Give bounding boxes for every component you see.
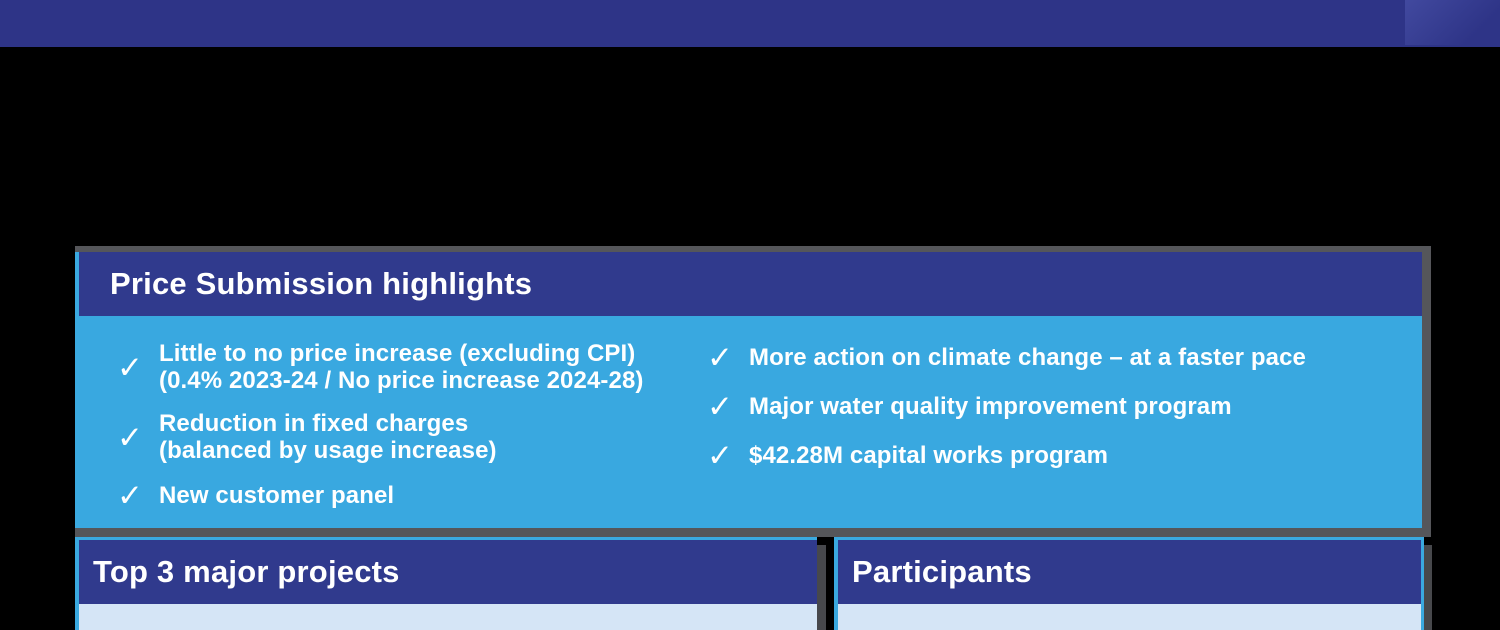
highlight-item-text: More action on climate change – at a fas…	[749, 344, 1306, 371]
highlight-item-text: Reduction in fixed charges (balanced by …	[159, 410, 497, 464]
highlight-item-text: New customer panel	[159, 482, 394, 509]
check-icon: ✓	[707, 340, 733, 375]
highlight-item-text: $42.28M capital works program	[749, 442, 1108, 469]
top-projects-card: Top 3 major projects	[75, 537, 817, 630]
participants-header: Participants	[838, 540, 1421, 604]
highlight-item-text: Major water quality improvement program	[749, 393, 1232, 420]
highlight-item-line: Little to no price increase (excluding C…	[159, 340, 636, 367]
highlight-item-water-quality: ✓ Major water quality improvement progra…	[707, 391, 1387, 422]
highlights-title: Price Submission highlights	[110, 266, 533, 301]
highlight-item-line: $42.28M capital works program	[749, 442, 1109, 469]
participants-body	[838, 604, 1421, 630]
top-projects-body	[79, 604, 817, 630]
top-projects-title: Top 3 major projects	[93, 554, 400, 589]
highlight-item-price-increase: ✓ Little to no price increase (excluding…	[117, 340, 677, 394]
top-bar-accent	[1405, 0, 1500, 45]
highlight-item-fixed-charges: ✓ Reduction in fixed charges (balanced b…	[117, 410, 677, 464]
highlight-item-line: (0.4% 2023-24 / No price increase 2024-2…	[159, 367, 644, 394]
participants-card: Participants	[834, 537, 1424, 630]
highlight-item-line: More action on climate change – at a fas…	[749, 344, 1306, 371]
highlight-item-line: Reduction in fixed charges	[159, 410, 469, 437]
check-icon: ✓	[117, 349, 143, 385]
highlights-left-column: ✓ Little to no price increase (excluding…	[117, 340, 677, 527]
check-icon: ✓	[117, 478, 143, 513]
highlight-item-capital-works: ✓ $42.28M capital works program	[707, 440, 1387, 471]
highlight-item-line: New customer panel	[159, 482, 395, 509]
highlights-card: Price Submission highlights ✓ Little to …	[75, 252, 1422, 528]
check-icon: ✓	[117, 419, 143, 455]
highlight-item-customer-panel: ✓ New customer panel	[117, 480, 677, 511]
highlight-item-climate-change: ✓ More action on climate change – at a f…	[707, 342, 1387, 373]
highlights-right-column: ✓ More action on climate change – at a f…	[707, 342, 1387, 489]
participants-title: Participants	[852, 554, 1032, 589]
highlight-item-line: Major water quality improvement program	[749, 393, 1232, 420]
highlight-item-line: (balanced by usage increase)	[159, 437, 497, 464]
check-icon: ✓	[707, 389, 733, 424]
highlight-item-text: Little to no price increase (excluding C…	[159, 340, 643, 394]
highlights-body: ✓ Little to no price increase (excluding…	[79, 316, 1422, 528]
check-icon: ✓	[707, 438, 733, 473]
top-bar	[0, 0, 1500, 47]
top-projects-header: Top 3 major projects	[79, 540, 817, 604]
highlights-header: Price Submission highlights	[79, 252, 1422, 316]
